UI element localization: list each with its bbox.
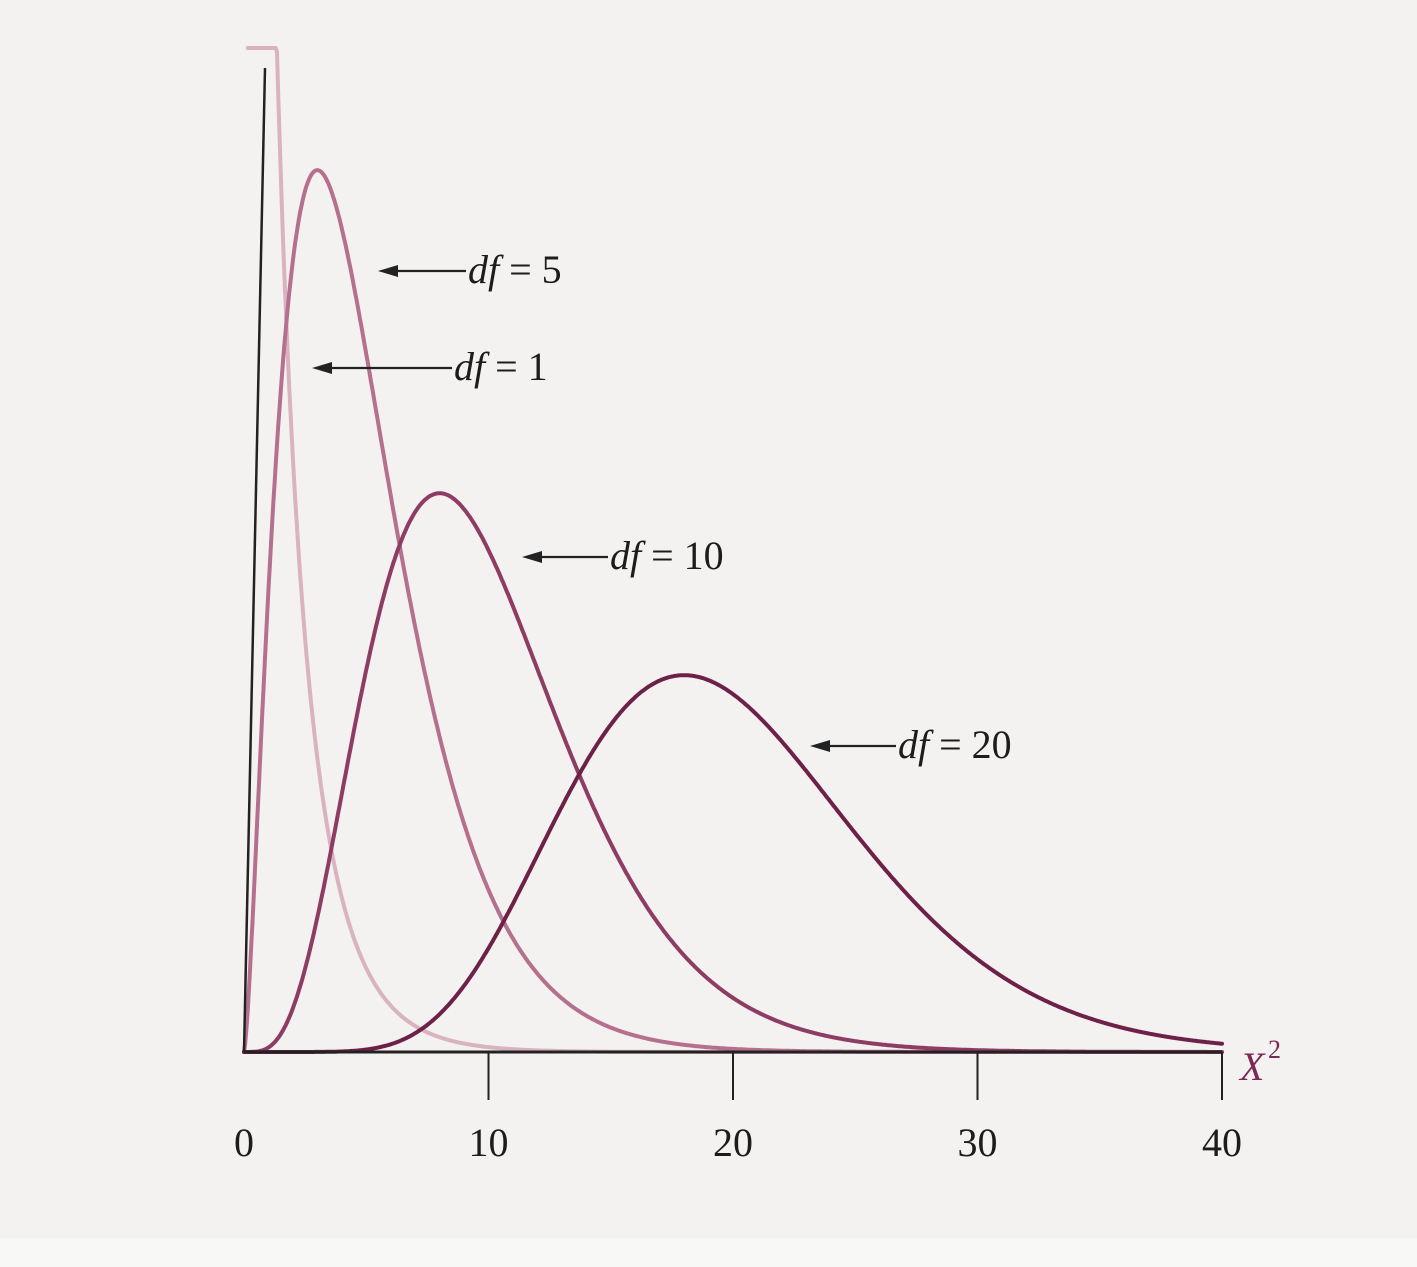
x-tick-label-40: 40 bbox=[1202, 1120, 1242, 1165]
curve-label-df-5: df = 5 bbox=[468, 247, 562, 292]
x-tick-label-20: 20 bbox=[713, 1120, 753, 1165]
axes-group: 0 10 20 30 40 X 2 bbox=[234, 67, 1281, 1165]
curve-label-df-1: df = 1 bbox=[454, 344, 548, 389]
curve-label-df-20: df = 20 bbox=[898, 722, 1012, 767]
arrow-head-df-10 bbox=[522, 551, 542, 563]
arrow-head-df-20 bbox=[810, 740, 830, 752]
curve-label-df-10: df = 10 bbox=[610, 533, 724, 578]
curve-labels-group: df = 1 df = 5 df = 10 df = 20 bbox=[312, 247, 1012, 767]
bottom-margin bbox=[0, 1238, 1417, 1267]
x-axis-label-superscript: 2 bbox=[1268, 1035, 1281, 1064]
arrow-head-df-1 bbox=[312, 362, 332, 374]
series-curve-df-20 bbox=[242, 673, 1224, 1054]
x-tick-label-10: 10 bbox=[469, 1120, 509, 1165]
x-axis-label: X bbox=[1238, 1044, 1266, 1089]
arrow-head-df-5 bbox=[378, 265, 398, 277]
y-axis-line bbox=[242, 67, 267, 1053]
x-tick-label-30: 30 bbox=[958, 1120, 998, 1165]
x-tick-label-0: 0 bbox=[234, 1120, 254, 1165]
